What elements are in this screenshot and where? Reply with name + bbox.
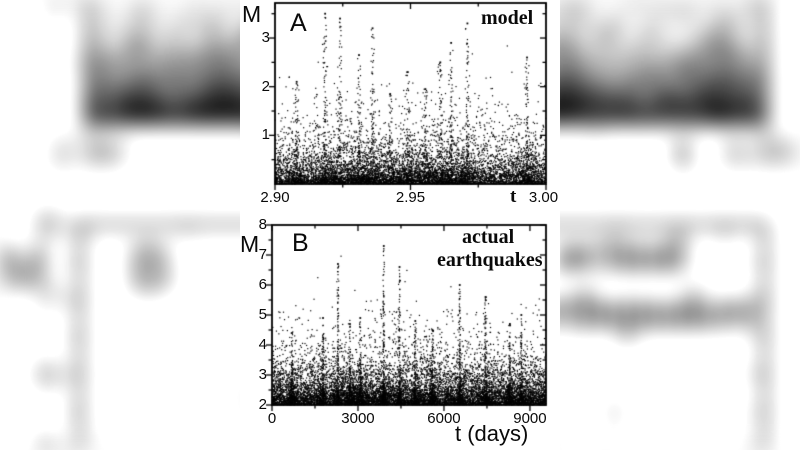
panelA-annotation-model: model	[481, 7, 534, 29]
panelA-label: A	[290, 9, 307, 37]
panelB-annotation-earthquakes: earthquakes	[437, 249, 543, 271]
panelB-label: B	[292, 229, 309, 257]
panelA-x-axis-title: t	[510, 186, 517, 207]
panelA-xtick-label: 3.00	[528, 189, 559, 206]
panelA-xtick-label: 2.95	[395, 189, 426, 206]
panelB-ytick-label: 6	[258, 276, 267, 293]
scatter-plot-canvas	[240, 0, 560, 450]
panelA-ytick-label: 3	[261, 29, 270, 47]
panelB-xtick-label: 0	[267, 410, 277, 427]
panelB-ytick-label: 2	[258, 396, 267, 413]
panelB-ytick-label: 4	[258, 336, 267, 353]
figure-area: M A model t M B actual earthquakes t (da…	[240, 0, 560, 450]
panelB-ytick-label: 3	[258, 366, 267, 383]
panelB-ytick-label: 5	[258, 306, 267, 323]
panelB-xtick-label: 3000	[341, 410, 375, 427]
panelB-annotation-actual: actual	[462, 226, 515, 248]
panelA-y-axis-title: M	[242, 1, 262, 27]
panelB-y-axis-title: M	[240, 231, 260, 257]
panelA-xtick-label: 2.90	[260, 189, 290, 206]
panelB-ytick-label: 7	[258, 246, 267, 263]
panelB-xtick-label: 6000	[427, 410, 461, 427]
panelA-ytick-label: 1	[261, 126, 270, 144]
panelB-x-axis-title: t (days)	[455, 421, 529, 446]
panelB-xtick-label: 9000	[513, 410, 547, 427]
panelA-ytick-label: 2	[261, 77, 270, 95]
panelB-ytick-label: 8	[258, 216, 267, 233]
